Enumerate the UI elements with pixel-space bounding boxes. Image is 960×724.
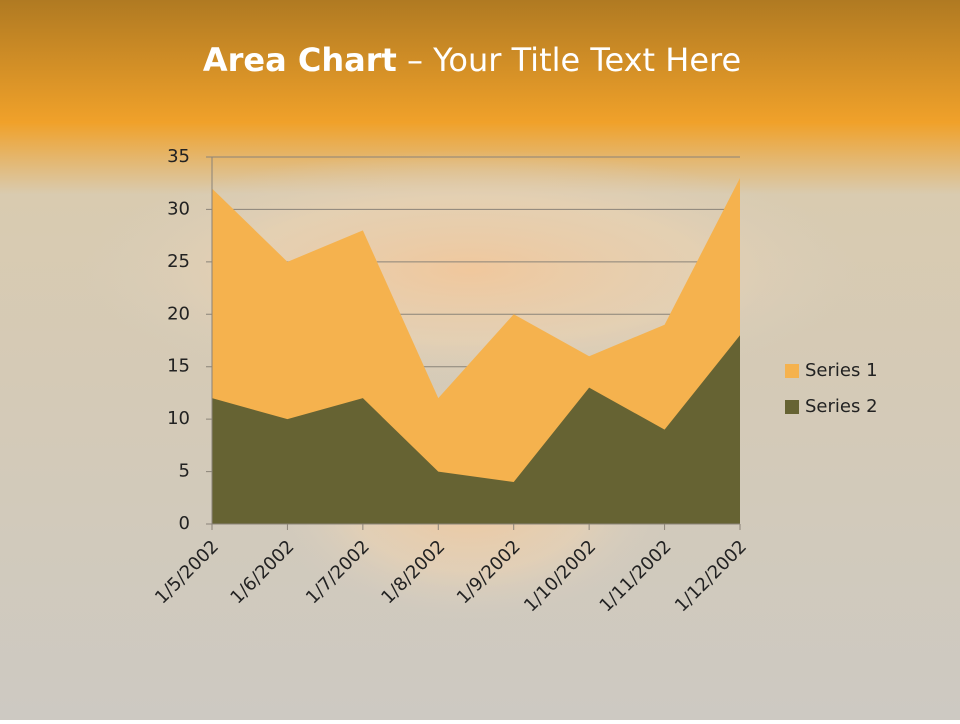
- y-tick-label: 20: [167, 303, 190, 324]
- legend-swatch: [785, 364, 799, 378]
- title-text: – Your Title Text Here: [407, 41, 741, 79]
- legend-label: Series 1: [805, 360, 878, 381]
- y-tick-label: 0: [179, 513, 190, 534]
- legend-label: Series 2: [805, 396, 878, 417]
- y-tick-label: 30: [167, 198, 190, 219]
- title-bold: Area Chart: [203, 41, 397, 79]
- y-tick-label: 25: [167, 251, 190, 272]
- y-tick-label: 15: [167, 356, 190, 377]
- legend-swatch: [785, 400, 799, 414]
- slide-title: Area Chart – Your Title Text Here: [203, 41, 741, 79]
- y-tick-label: 5: [179, 461, 190, 482]
- background-glow: [80, 150, 860, 390]
- area: [212, 335, 740, 524]
- y-tick-label: 35: [167, 146, 190, 167]
- y-tick-label: 10: [167, 408, 190, 429]
